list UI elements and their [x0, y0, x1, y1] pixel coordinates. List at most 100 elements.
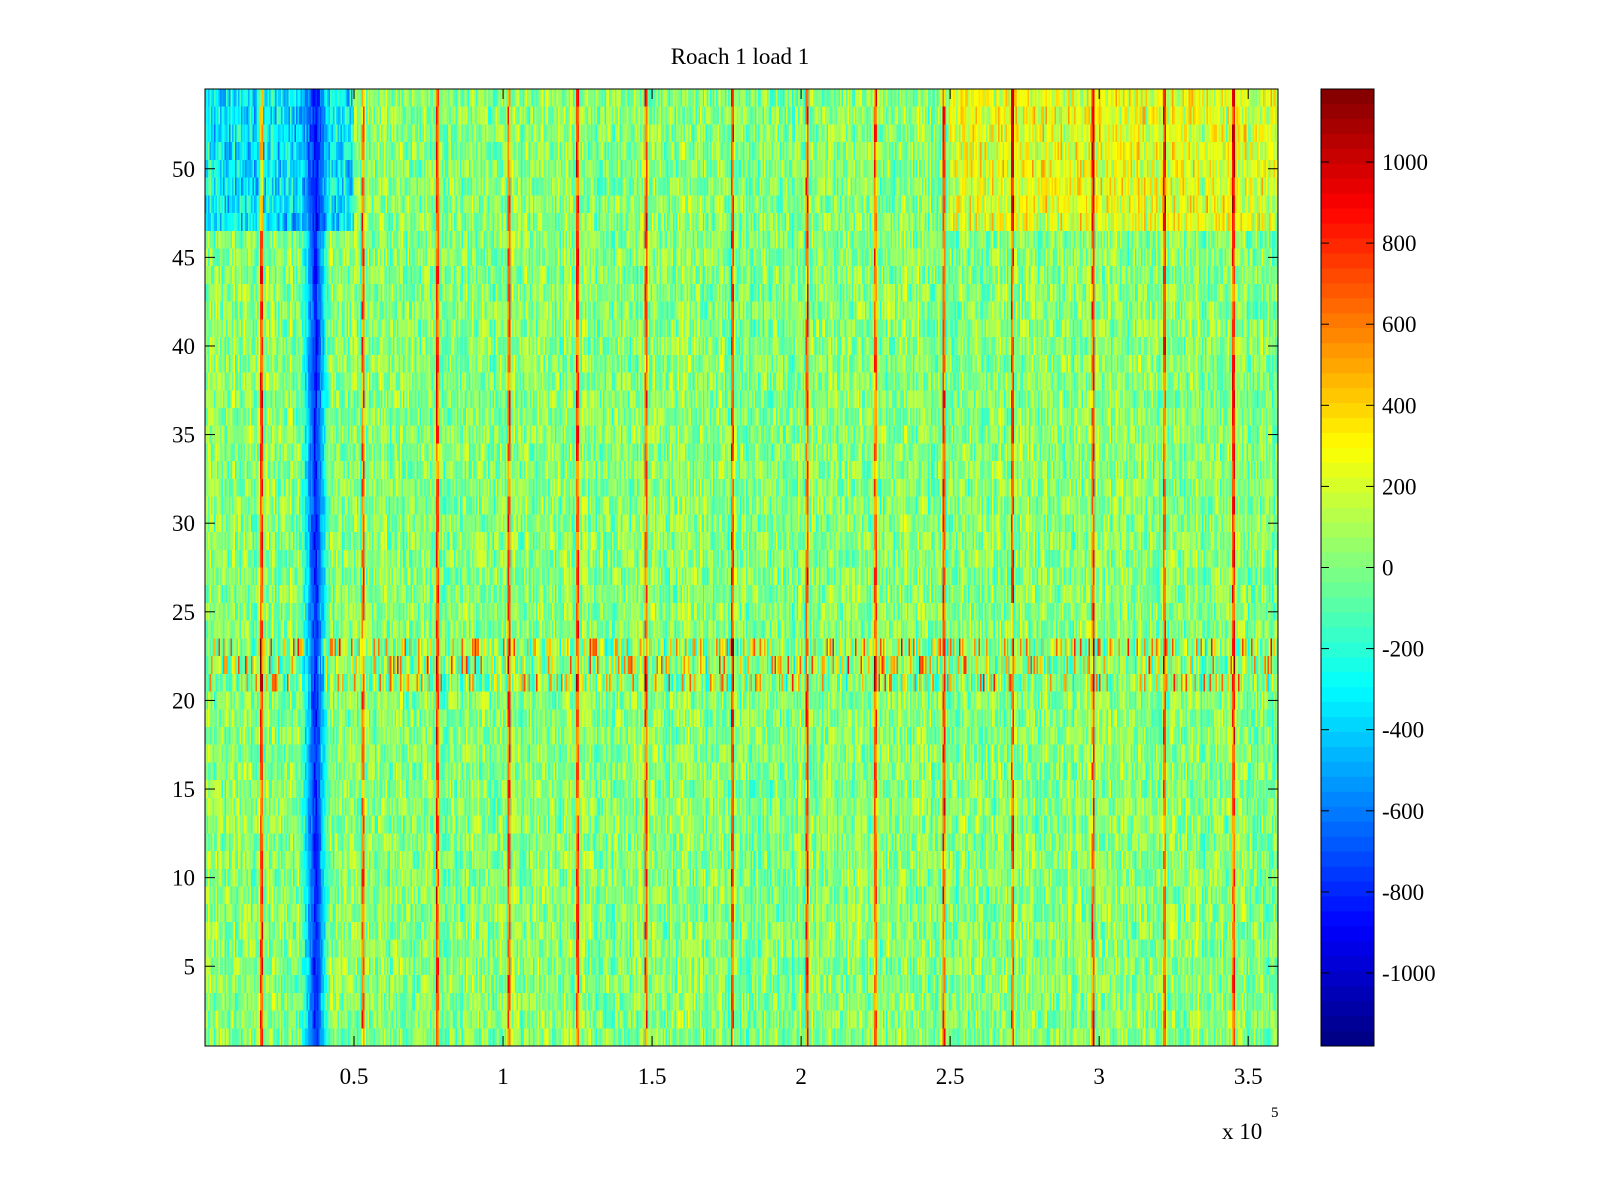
colorbar-step [1321, 283, 1374, 299]
heatmap-image [205, 89, 1278, 1046]
colorbar-tick-label: -400 [1382, 718, 1424, 743]
colorbar-step [1321, 1016, 1374, 1032]
colorbar-step [1321, 432, 1374, 449]
x-axis: 0.5 1 1.5 2 2.5 3 3.5 [340, 89, 1263, 1089]
colorbar-step [1321, 836, 1374, 853]
colorbar-tick-label: 200 [1382, 474, 1417, 499]
x-tick-label: 3 [1093, 1064, 1105, 1089]
colorbar-step [1321, 687, 1374, 703]
colorbar-step [1321, 208, 1374, 225]
colorbar-step [1321, 268, 1374, 284]
colorbar-axis: 1000 800 600 400 200 0 -200 -400 -600 -800 -1000 [1321, 150, 1436, 986]
y-tick-label: 30 [172, 511, 195, 536]
x-tick-label: 0.5 [340, 1064, 369, 1089]
colorbar-step [1321, 552, 1374, 568]
colorbar-step [1321, 148, 1374, 165]
heatmap-cells [205, 89, 1278, 1046]
colorbar-step [1321, 358, 1374, 374]
colorbar-step [1321, 343, 1374, 359]
colorbar-step [1321, 717, 1374, 733]
colorbar-step [1321, 761, 1374, 778]
colorbar-step [1321, 447, 1374, 464]
colorbar-step [1321, 163, 1374, 180]
x-tick-label: 1.5 [638, 1064, 667, 1089]
colorbar-step [1321, 238, 1374, 254]
colorbar-step [1321, 118, 1374, 135]
colorbar-tick-label: -1000 [1382, 961, 1436, 986]
x-tick-label: 1 [497, 1064, 509, 1089]
colorbar-step [1321, 417, 1374, 434]
colorbar-tick-label: -200 [1382, 637, 1424, 662]
colorbar-step [1321, 507, 1374, 524]
colorbar-step [1321, 133, 1374, 150]
y-tick-label: 50 [172, 157, 195, 182]
colorbar-tick-label: 1000 [1382, 150, 1428, 175]
colorbar-step [1321, 702, 1374, 718]
colorbar-step [1321, 1001, 1374, 1017]
colorbar-step [1321, 537, 1374, 554]
colorbar-tick-label: 400 [1382, 393, 1417, 418]
colorbar-step [1321, 806, 1374, 823]
colorbar-step [1321, 223, 1374, 240]
colorbar-step [1321, 911, 1374, 927]
colorbar-tick-label: 800 [1382, 231, 1417, 256]
colorbar-step [1321, 866, 1374, 883]
colorbar-step [1321, 477, 1374, 494]
colorbar-step [1321, 178, 1374, 195]
colorbar-step [1321, 373, 1374, 389]
x-tick-label: 3.5 [1234, 1064, 1263, 1089]
colorbar-step [1321, 313, 1374, 329]
colorbar-tick-label: 600 [1382, 312, 1417, 337]
colorbar-step [1321, 612, 1374, 628]
colorbar-step [1321, 462, 1374, 479]
colorbar-step [1321, 1031, 1374, 1047]
y-tick-label: 5 [184, 954, 196, 979]
y-tick-label: 25 [172, 600, 195, 625]
y-tick-label: 45 [172, 245, 195, 270]
colorbar-step [1321, 657, 1374, 673]
colorbar-step [1321, 627, 1374, 643]
colorbar-step [1321, 791, 1374, 808]
colorbar-step [1321, 298, 1374, 314]
y-tick-label: 20 [172, 688, 195, 713]
y-tick-label: 15 [172, 777, 195, 802]
colorbar-step [1321, 746, 1374, 763]
colorbar-tick-label: -600 [1382, 799, 1424, 824]
y-tick-label: 10 [172, 866, 195, 891]
x-axis-multiplier: x 10 [1222, 1119, 1262, 1144]
colorbar-step [1321, 731, 1374, 748]
colorbar-step [1321, 522, 1374, 539]
y-tick-label: 35 [172, 423, 195, 448]
colorbar-step [1321, 971, 1374, 987]
colorbar-step [1321, 926, 1374, 942]
colorbar [1321, 89, 1374, 1047]
colorbar-step [1321, 776, 1374, 793]
colorbar-tick-label: -800 [1382, 880, 1424, 905]
plot-frame [204, 88, 1279, 1047]
colorbar-step [1321, 881, 1374, 897]
colorbar-step [1321, 388, 1374, 404]
colorbar-step [1321, 851, 1374, 868]
colorbar-step [1321, 896, 1374, 912]
colorbar-step [1321, 956, 1374, 972]
colorbar-step [1321, 103, 1374, 120]
colorbar-step [1321, 597, 1374, 613]
colorbar-step [1321, 253, 1374, 269]
colorbar-step [1321, 821, 1374, 838]
x-axis-multiplier-exponent: 5 [1271, 1105, 1279, 1121]
y-tick-label: 40 [172, 334, 195, 359]
colorbar-step [1321, 328, 1374, 344]
colorbar-step [1321, 567, 1374, 583]
colorbar-step [1321, 582, 1374, 598]
colorbar-step [1321, 403, 1374, 419]
colorbar-step [1321, 642, 1374, 658]
y-axis: 5 10 15 20 25 30 35 40 45 50 [172, 157, 1278, 979]
colorbar-step [1321, 941, 1374, 957]
chart-title: Roach 1 load 1 [671, 44, 810, 69]
colorbar-step [1321, 193, 1374, 210]
colorbar-step [1321, 492, 1374, 509]
colorbar-step [1321, 89, 1374, 105]
colorbar-step [1321, 672, 1374, 688]
x-tick-label: 2.5 [936, 1064, 965, 1089]
